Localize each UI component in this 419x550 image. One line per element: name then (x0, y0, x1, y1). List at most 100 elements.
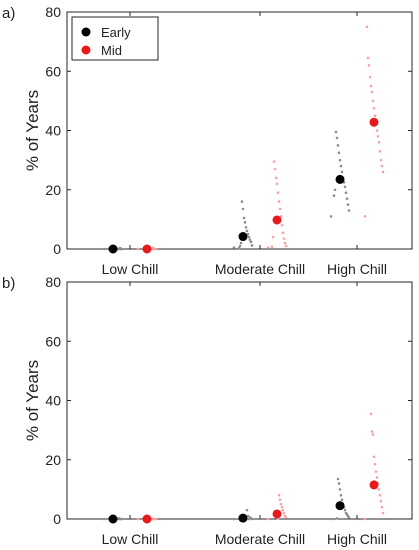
data-point (377, 488, 381, 491)
data-point (380, 164, 384, 168)
data-point (375, 129, 379, 132)
mean-marker (335, 174, 345, 184)
data-point (339, 494, 343, 497)
data-point (245, 508, 249, 512)
data-point (329, 517, 333, 521)
data-point (250, 244, 254, 247)
data-point (333, 188, 337, 192)
data-point (345, 197, 349, 200)
data-point (344, 191, 348, 195)
mean-marker (142, 244, 152, 254)
data-point (369, 84, 373, 88)
mean-marker (272, 509, 282, 519)
data-point (372, 455, 376, 459)
data-point (266, 246, 270, 249)
data-point (373, 462, 377, 466)
data-point (278, 207, 282, 211)
x-tick-label: Moderate Chill (215, 531, 305, 547)
data-point (247, 235, 251, 239)
data-point (248, 238, 252, 242)
mean-marker (108, 514, 118, 524)
data-point (370, 90, 374, 94)
x-tick-label: High Chill (327, 531, 387, 547)
data-point (266, 517, 270, 521)
data-point (243, 221, 247, 224)
data-point (232, 517, 236, 521)
mean-marker (369, 480, 379, 490)
data-point (102, 247, 106, 251)
data-point (343, 508, 347, 512)
panel-label: a) (2, 5, 15, 22)
data-point (241, 207, 245, 211)
chart-panel-1: 0 20 40 60 80 Low Chill Moderate Chill High Chi… (2, 4, 413, 277)
series-mid (136, 25, 385, 254)
data-point (246, 232, 250, 236)
plot-frame (66, 281, 413, 520)
y-axis-label: % of Years (23, 90, 42, 171)
data-point (377, 141, 381, 144)
data-point (334, 130, 338, 134)
data-point (367, 64, 371, 67)
data-point (270, 245, 274, 248)
x-tick-label: Moderate Chill (215, 261, 305, 277)
data-point (280, 505, 284, 509)
legend-marker (81, 45, 91, 55)
y-tick-label: 20 (45, 182, 61, 198)
data-point (283, 514, 287, 518)
data-point (272, 160, 276, 163)
series-early (102, 130, 351, 254)
data-point (380, 505, 384, 509)
data-point (277, 200, 281, 203)
data-point (371, 99, 375, 103)
data-point (340, 498, 344, 502)
data-point (280, 224, 284, 227)
y-tick-label: 80 (45, 274, 61, 290)
panel-label: b) (2, 275, 15, 292)
data-point (247, 517, 251, 521)
data-point (249, 240, 253, 244)
data-point (376, 135, 380, 138)
legend-label: Mid (101, 43, 122, 58)
data-point (368, 75, 372, 79)
data-point (279, 502, 283, 506)
data-point (239, 241, 243, 245)
mean-marker (142, 514, 152, 524)
data-point (277, 494, 281, 497)
data-point (232, 246, 236, 249)
data-point (245, 229, 249, 233)
x-tick-label: Low Chill (102, 531, 159, 547)
data-point (338, 158, 342, 162)
data-point (237, 246, 241, 250)
data-point (370, 430, 374, 433)
chart-panel-2: 0 20 40 60 80 Low Chill Moderate Chill High Chi… (2, 274, 413, 547)
data-point (282, 511, 286, 515)
data-point (242, 216, 246, 220)
data-point (372, 106, 376, 110)
data-point (274, 176, 278, 180)
data-point (366, 56, 370, 60)
data-point (136, 247, 140, 251)
data-point (278, 498, 282, 502)
data-point (373, 114, 377, 117)
y-tick-label: 60 (45, 63, 61, 79)
data-point (363, 215, 367, 218)
data-point (379, 158, 383, 162)
y-axis-label: % of Years (23, 360, 42, 441)
data-point (379, 499, 383, 503)
data-point (271, 235, 275, 239)
data-point (343, 185, 347, 189)
y-tick-label: 40 (45, 393, 61, 409)
data-point (275, 182, 279, 186)
y-tick-label: 40 (45, 123, 61, 139)
data-point (246, 514, 250, 518)
x-tick-label: High Chill (327, 261, 387, 277)
y-tick-label: 0 (53, 511, 61, 527)
data-point (378, 149, 382, 153)
data-point (337, 482, 341, 485)
data-point (374, 470, 378, 473)
data-point (344, 511, 348, 515)
data-point (336, 477, 340, 481)
data-point (381, 511, 385, 515)
mean-marker (369, 117, 379, 127)
x-tick-label: Low Chill (102, 261, 159, 277)
